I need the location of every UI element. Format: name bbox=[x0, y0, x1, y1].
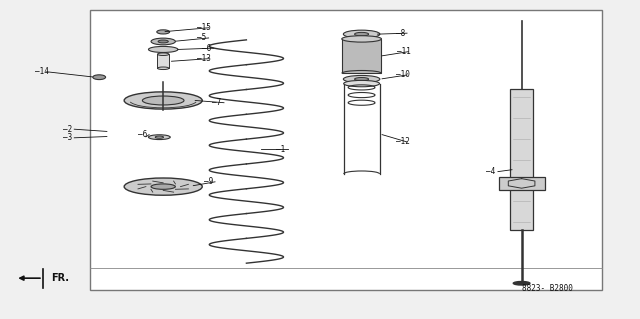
Ellipse shape bbox=[151, 38, 175, 45]
Ellipse shape bbox=[343, 30, 380, 38]
Text: —7: —7 bbox=[212, 98, 221, 107]
Bar bbox=[90, 10, 602, 290]
Ellipse shape bbox=[342, 36, 381, 42]
Ellipse shape bbox=[148, 46, 178, 53]
Ellipse shape bbox=[513, 281, 530, 285]
Text: —15: —15 bbox=[197, 23, 211, 32]
Ellipse shape bbox=[124, 178, 202, 195]
Bar bbox=[510, 89, 533, 230]
Ellipse shape bbox=[355, 78, 369, 81]
Ellipse shape bbox=[142, 96, 184, 105]
Text: —2: —2 bbox=[63, 125, 72, 134]
Ellipse shape bbox=[157, 30, 170, 34]
Text: —9: —9 bbox=[204, 177, 212, 186]
Text: FR.: FR. bbox=[51, 273, 69, 283]
Ellipse shape bbox=[355, 32, 369, 36]
Text: 8823- B2800: 8823- B2800 bbox=[522, 284, 573, 293]
Ellipse shape bbox=[344, 80, 380, 87]
Text: —8: —8 bbox=[396, 29, 404, 38]
Ellipse shape bbox=[151, 184, 175, 189]
Ellipse shape bbox=[156, 136, 164, 138]
Text: —5: —5 bbox=[197, 33, 206, 42]
Text: —4: —4 bbox=[486, 167, 495, 176]
Text: —3: —3 bbox=[63, 133, 72, 142]
Ellipse shape bbox=[93, 75, 106, 80]
Ellipse shape bbox=[157, 53, 169, 56]
Bar bbox=[157, 54, 169, 68]
Text: —14: —14 bbox=[35, 67, 49, 76]
Text: —6: —6 bbox=[202, 44, 211, 53]
Text: —13: —13 bbox=[197, 54, 211, 63]
Text: —12: —12 bbox=[396, 137, 410, 146]
Ellipse shape bbox=[158, 40, 168, 43]
Ellipse shape bbox=[343, 75, 380, 83]
Ellipse shape bbox=[148, 135, 170, 140]
Ellipse shape bbox=[124, 92, 202, 109]
Text: —11: —11 bbox=[397, 47, 411, 56]
Bar bbox=[342, 39, 381, 73]
Text: —1: —1 bbox=[276, 145, 285, 154]
Ellipse shape bbox=[157, 67, 169, 70]
Bar bbox=[499, 177, 545, 190]
Text: —6: —6 bbox=[138, 130, 147, 139]
Text: —10: —10 bbox=[396, 70, 410, 79]
